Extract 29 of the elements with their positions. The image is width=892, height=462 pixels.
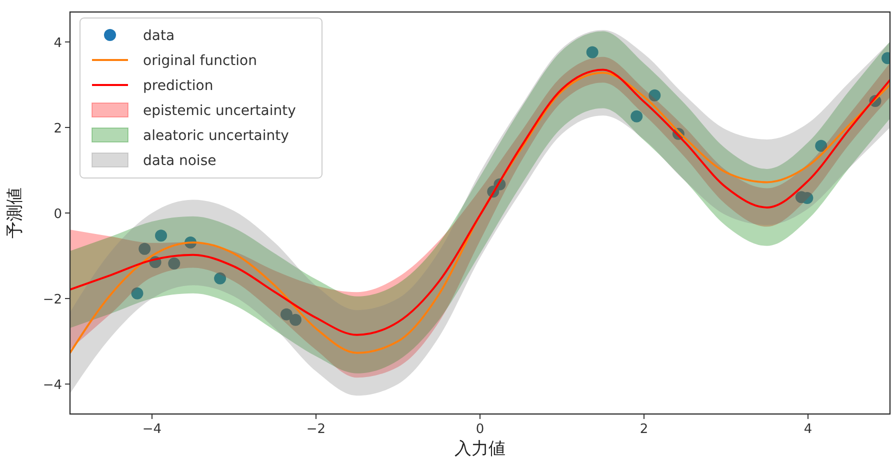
x-tick-label: −4 — [142, 422, 162, 437]
point — [290, 314, 302, 326]
y-tick-label: 4 — [54, 36, 62, 51]
point — [131, 287, 144, 300]
y-tick-label: 0 — [54, 207, 62, 222]
point — [168, 257, 180, 270]
point — [648, 89, 661, 102]
y-tick-label: 2 — [54, 121, 62, 136]
legend-label: epistemic uncertainty — [143, 103, 296, 119]
legend-label: data — [143, 28, 175, 44]
point — [138, 242, 151, 255]
x-tick-label: 4 — [804, 422, 812, 437]
legend-label: aleatoric uncertainty — [143, 128, 289, 144]
legend-label: data noise — [143, 153, 216, 169]
point — [214, 272, 226, 284]
y-tick-label: −2 — [42, 292, 62, 308]
x-tick-label: 0 — [476, 422, 484, 437]
legend-label: original function — [143, 53, 257, 69]
point — [630, 110, 643, 122]
x-axis-title: 入力値 — [454, 439, 506, 459]
y-tick-label: −4 — [42, 378, 62, 394]
x-tick-label: 2 — [640, 422, 648, 437]
point — [280, 308, 292, 320]
x-tick-label: −2 — [306, 422, 326, 437]
point — [155, 230, 168, 242]
point — [586, 46, 598, 58]
point — [815, 140, 828, 152]
y-axis-title: 予測値 — [5, 188, 25, 238]
legend-label: prediction — [143, 78, 214, 94]
